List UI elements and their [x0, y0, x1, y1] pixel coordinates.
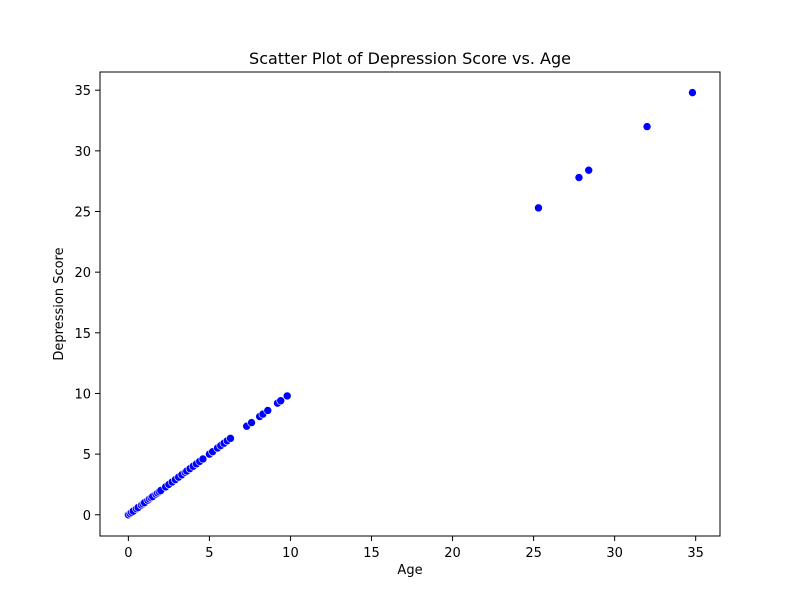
points-layer [124, 88, 697, 520]
x-tick-label: 25 [525, 546, 542, 561]
data-point [282, 391, 292, 401]
x-tick-label: 5 [205, 546, 213, 561]
chart-title: Scatter Plot of Depression Score vs. Age [249, 49, 571, 68]
x-tick-label: 30 [606, 546, 623, 561]
y-tick-label: 35 [74, 84, 91, 99]
x-tick-label: 0 [124, 546, 132, 561]
y-tick-label: 10 [74, 387, 91, 402]
plot-frame [99, 71, 721, 537]
x-tick-label: 15 [363, 546, 380, 561]
y-axis-label: Depression Score [52, 247, 67, 360]
data-point [688, 88, 697, 97]
y-tick-label: 5 [83, 448, 91, 463]
data-point [247, 418, 256, 427]
data-point [574, 173, 584, 182]
ticks-layer: 0 5 10 15 20 25 30 35 0 5 10 15 20 25 30 35 [74, 84, 704, 561]
x-tick-label: 35 [687, 546, 704, 561]
x-tick-label: 10 [282, 546, 299, 561]
data-point [584, 165, 594, 175]
y-tick-label: 25 [74, 206, 91, 221]
data-point [198, 454, 208, 464]
x-axis-label: Age [397, 563, 422, 578]
data-point [642, 122, 652, 131]
x-tick-label: 20 [444, 546, 461, 561]
y-tick-label: 20 [74, 266, 91, 281]
y-tick-label: 15 [74, 327, 91, 342]
data-point [276, 396, 286, 406]
y-tick-label: 0 [83, 509, 91, 524]
data-point [534, 203, 543, 213]
data-point [263, 406, 273, 415]
data-point [226, 434, 235, 443]
y-tick-label: 30 [74, 145, 91, 160]
